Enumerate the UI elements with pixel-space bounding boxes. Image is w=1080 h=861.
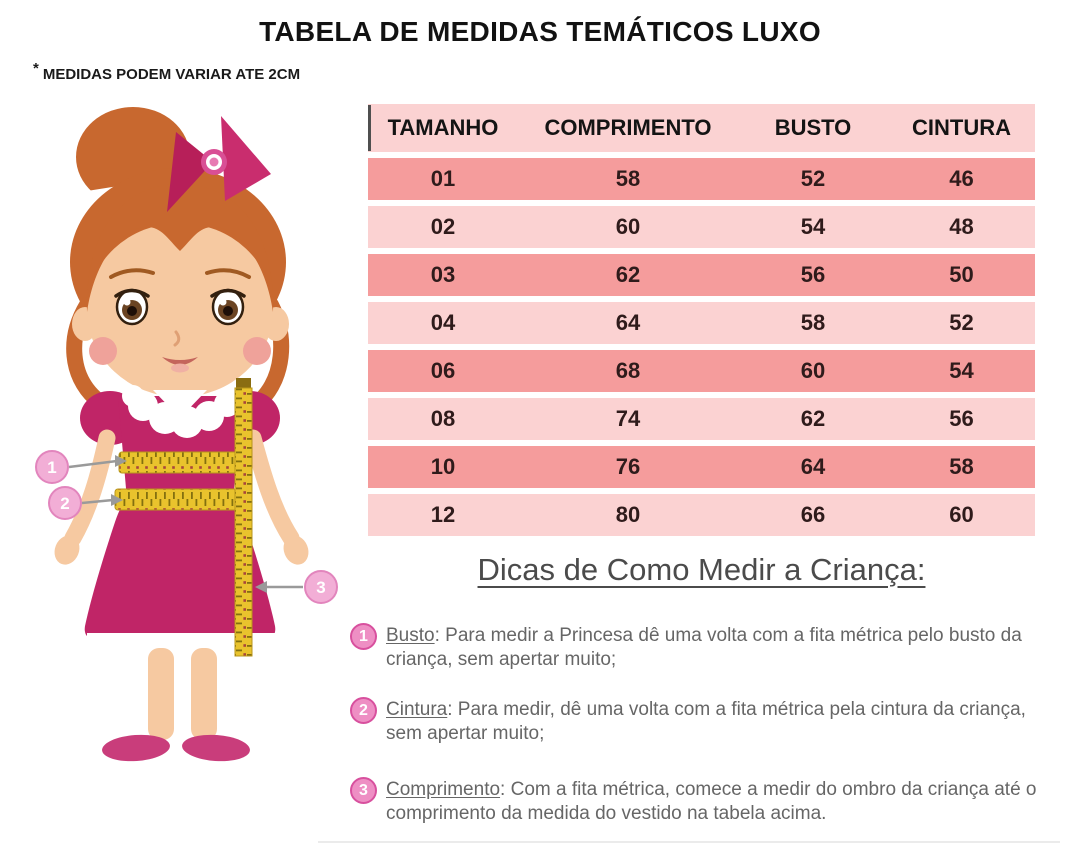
table-cell-tamanho: 02 <box>430 214 456 239</box>
table-cell-comprimento: 80 <box>615 502 641 527</box>
arm-left <box>54 429 116 565</box>
arm-right <box>244 429 309 565</box>
table-cell-tamanho: 08 <box>430 406 456 431</box>
bottom-divider <box>318 841 1060 843</box>
table-row: 08 74 62 56 <box>368 398 1035 440</box>
table-cell-busto: 66 <box>800 502 826 527</box>
callout-2: 2 <box>48 486 123 520</box>
hair-bow <box>167 116 271 212</box>
table-cell-cintura: 48 <box>949 214 974 239</box>
tip-1-text: Busto: Para medir a Princesa dê uma volt… <box>386 624 1041 671</box>
size-table-header: TAMANHO COMPRIMENTO BUSTO CINTURA <box>368 104 1035 152</box>
asterisk-marker: * <box>33 60 39 77</box>
column-header-tamanho: TAMANHO <box>387 115 499 140</box>
size-table: TAMANHO COMPRIMENTO BUSTO CINTURA 01 58 52… <box>368 104 1035 536</box>
tip-3-body: : Com a fita métrica, comece a medir do … <box>386 779 1037 824</box>
table-cell-comprimento: 64 <box>615 310 641 335</box>
callout-3: 3 <box>255 570 338 604</box>
tip-1-body: : Para medir a Princesa dê uma volta com… <box>386 625 1022 670</box>
header-cursor-line <box>368 105 371 151</box>
dress-skirt <box>84 500 276 640</box>
tips-heading: Dicas de Como Medir a Criança: <box>477 552 926 587</box>
table-cell-tamanho: 03 <box>430 262 456 287</box>
table-cell-busto: 62 <box>800 406 826 431</box>
eyebrow-left <box>109 268 155 279</box>
table-cell-tamanho: 04 <box>430 310 456 335</box>
tip-3-text: Comprimento: Com a fita métrica, comece … <box>386 778 1041 825</box>
table-cell-comprimento: 68 <box>615 358 641 383</box>
table-cell-busto: 52 <box>800 166 826 191</box>
bust-tape <box>118 451 238 474</box>
disclaimer-text: MEDIDAS PODEM VARIAR ATE 2CM <box>42 66 301 83</box>
table-cell-tamanho: 01 <box>430 166 456 191</box>
table-cell-tamanho: 06 <box>430 358 456 383</box>
tip-2-term: Cintura <box>386 699 448 720</box>
leg-left <box>148 648 174 740</box>
callout-1-number: 1 <box>47 458 56 477</box>
tip-1-badge: 1 <box>350 623 377 650</box>
eyebrow-right <box>205 268 251 279</box>
table-row: 03 62 56 50 <box>368 254 1035 296</box>
table-row: 10 76 64 58 <box>368 446 1035 488</box>
column-header-busto: BUSTO <box>774 115 852 140</box>
table-cell-cintura: 50 <box>949 262 974 287</box>
table-cell-busto: 56 <box>800 262 826 287</box>
tip-cintura: 2 Cintura: Para medir, dê uma volta com … <box>350 697 1041 745</box>
table-cell-comprimento: 62 <box>615 262 641 287</box>
eye-right <box>210 288 246 326</box>
table-cell-cintura: 58 <box>949 454 974 479</box>
nose <box>173 330 181 347</box>
tip-3-term: Comprimento <box>386 779 501 800</box>
table-row: 02 60 54 48 <box>368 206 1035 248</box>
tip-comprimento: 3 Comprimento: Com a fita métrica, comec… <box>350 777 1041 825</box>
table-cell-comprimento: 76 <box>615 454 641 479</box>
mouth <box>162 357 198 373</box>
eye-left <box>114 288 150 326</box>
leg-right <box>191 648 217 740</box>
shoe-right <box>182 734 250 762</box>
dress-collar <box>122 385 240 438</box>
table-row: 01 58 52 46 <box>368 158 1035 200</box>
table-cell-cintura: 54 <box>949 358 974 383</box>
table-cell-cintura: 60 <box>949 502 974 527</box>
callout-2-number: 2 <box>60 494 69 513</box>
tip-1-term: Busto <box>386 625 435 646</box>
table-cell-comprimento: 58 <box>615 166 641 191</box>
column-header-cintura: CINTURA <box>912 115 1011 140</box>
table-cell-comprimento: 74 <box>615 406 641 431</box>
size-table-rows: 01 58 52 46 02 60 54 48 03 62 56 50 04 64 58 52 06 68 60 54… <box>368 158 1035 536</box>
face <box>87 223 273 397</box>
table-cell-tamanho: 10 <box>430 454 456 479</box>
table-cell-cintura: 52 <box>949 310 974 335</box>
table-cell-busto: 58 <box>800 310 826 335</box>
tip-2-body: : Para medir, dê uma volta com a fita mé… <box>386 699 1026 744</box>
callout-3-number: 3 <box>316 578 325 597</box>
vertical-tape <box>234 378 253 657</box>
table-row: 06 68 60 54 <box>368 350 1035 392</box>
page-title: TABELA DE MEDIDAS TEMÁTICOS LUXO <box>259 16 821 47</box>
tip-2-text: Cintura: Para medir, dê uma volta com a … <box>386 698 1041 745</box>
column-header-comprimento: COMPRIMENTO <box>544 115 712 140</box>
hair-fringe <box>86 184 274 312</box>
table-cell-cintura: 46 <box>949 166 974 191</box>
shoe-left <box>102 734 170 762</box>
cheek-right <box>243 337 271 365</box>
girl-illustration: 1 2 3 <box>35 107 338 762</box>
tip-2-badge: 2 <box>350 697 377 724</box>
table-row: 12 80 66 60 <box>368 494 1035 536</box>
table-cell-busto: 54 <box>800 214 826 239</box>
cheek-left <box>89 337 117 365</box>
waist-tape <box>114 488 242 511</box>
table-cell-busto: 60 <box>800 358 826 383</box>
table-cell-comprimento: 60 <box>615 214 641 239</box>
tip-busto: 1 Busto: Para medir a Princesa dê uma vo… <box>350 623 1041 671</box>
measurement-disclaimer: * MEDIDAS PODEM VARIAR ATE 2CM <box>33 60 300 83</box>
tip-3-badge: 3 <box>350 777 377 804</box>
table-row: 04 64 58 52 <box>368 302 1035 344</box>
callout-1: 1 <box>35 450 127 484</box>
table-cell-tamanho: 12 <box>430 502 456 527</box>
table-cell-cintura: 56 <box>949 406 974 431</box>
table-cell-busto: 64 <box>800 454 826 479</box>
